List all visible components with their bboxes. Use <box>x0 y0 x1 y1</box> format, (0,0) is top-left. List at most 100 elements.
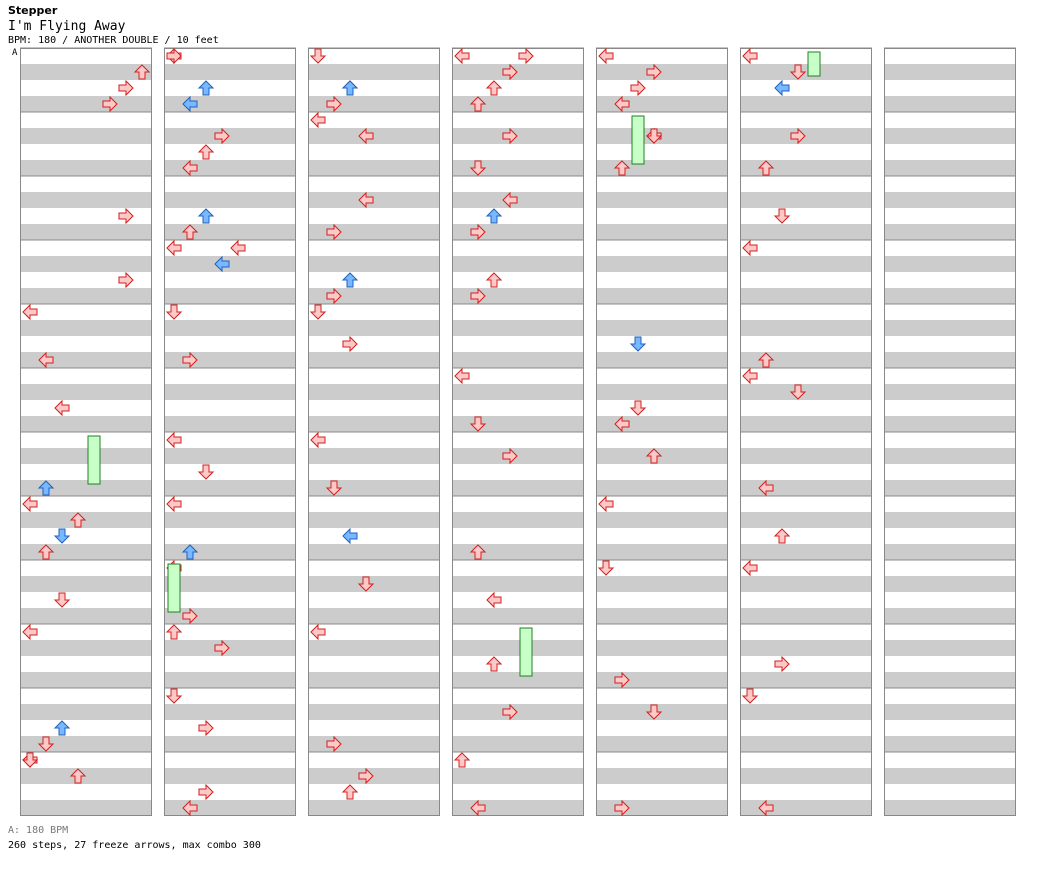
beat-stripe <box>308 720 440 736</box>
beat-stripe <box>20 352 152 368</box>
step-arrow <box>470 287 486 305</box>
beat-stripe <box>884 320 1016 336</box>
beat-stripe <box>20 256 152 272</box>
beat-stripe <box>740 608 872 624</box>
beat-stripe <box>164 704 296 720</box>
beat-stripe <box>884 400 1016 416</box>
column-border <box>308 48 440 816</box>
step-arrow <box>326 223 342 241</box>
beat-stripe <box>20 48 152 64</box>
column-border <box>740 48 872 816</box>
beat-stripe <box>884 368 1016 384</box>
beat-stripe <box>308 304 440 320</box>
beat-stripe <box>20 224 152 240</box>
step-arrow <box>197 208 215 224</box>
beat-stripe <box>308 192 440 208</box>
step-arrow <box>54 399 70 417</box>
beat-stripe <box>596 624 728 640</box>
beat-stripe <box>596 800 728 816</box>
beat-stripe <box>596 512 728 528</box>
beat-stripe <box>884 352 1016 368</box>
beat-stripe <box>740 384 872 400</box>
beat-stripe <box>452 384 584 400</box>
beat-stripe <box>20 96 152 112</box>
beat-stripe <box>884 800 1016 816</box>
beat-stripe <box>452 752 584 768</box>
beat-stripe <box>164 80 296 96</box>
beat-stripe <box>884 544 1016 560</box>
beat-stripe <box>308 384 440 400</box>
chart-column <box>452 47 584 816</box>
step-arrow <box>166 239 182 257</box>
step-arrow <box>485 656 503 672</box>
beat-stripe <box>20 192 152 208</box>
step-arrow <box>613 160 631 176</box>
beat-stripe <box>884 704 1016 720</box>
step-arrow <box>166 495 182 513</box>
beat-stripe <box>740 208 872 224</box>
beat-stripe <box>740 48 872 64</box>
step-arrow <box>310 111 326 129</box>
beat-stripe <box>452 688 584 704</box>
beat-stripe <box>20 336 152 352</box>
step-arrow <box>790 127 806 145</box>
step-arrow <box>757 352 775 368</box>
step-arrow <box>454 47 470 65</box>
step-arrow <box>597 560 615 576</box>
beat-stripe <box>164 592 296 608</box>
step-arrow <box>37 480 55 496</box>
beat-stripe <box>884 80 1016 96</box>
beat-stripe <box>164 480 296 496</box>
beat-stripe <box>740 480 872 496</box>
step-arrow <box>614 95 630 113</box>
beat-stripe <box>596 592 728 608</box>
beat-stripe <box>596 752 728 768</box>
beat-stripe <box>740 304 872 320</box>
beat-stripe <box>596 672 728 688</box>
beat-stripe <box>596 736 728 752</box>
beat-stripe <box>452 800 584 816</box>
beat-stripe <box>452 336 584 352</box>
column-border <box>20 48 152 816</box>
step-arrow <box>38 351 54 369</box>
step-arrow <box>742 47 758 65</box>
chart-column <box>164 47 296 816</box>
beat-stripe <box>884 448 1016 464</box>
beat-stripe <box>164 64 296 80</box>
beat-stripe <box>740 64 872 80</box>
step-arrow <box>341 272 359 288</box>
beat-stripe <box>452 352 584 368</box>
beat-stripe <box>596 128 728 144</box>
beat-stripe <box>884 720 1016 736</box>
step-arrow <box>774 655 790 673</box>
beat-stripe <box>884 464 1016 480</box>
beat-stripe <box>20 720 152 736</box>
step-arrow <box>502 63 518 81</box>
beat-stripe <box>308 496 440 512</box>
step-arrow <box>629 400 647 416</box>
app-title: Stepper <box>8 4 58 17</box>
beat-stripe <box>740 576 872 592</box>
beat-stripe <box>596 640 728 656</box>
chart-column <box>884 47 1016 816</box>
beat-stripe <box>740 736 872 752</box>
chart-column <box>596 47 728 816</box>
step-arrow <box>485 208 503 224</box>
beat-stripe <box>164 720 296 736</box>
step-arrow <box>469 544 487 560</box>
beat-stripe <box>308 336 440 352</box>
beat-stripe <box>596 192 728 208</box>
step-arrow <box>789 64 807 80</box>
beat-stripe <box>884 624 1016 640</box>
beat-stripe <box>452 144 584 160</box>
beat-stripe <box>20 320 152 336</box>
beat-stripe <box>20 784 152 800</box>
beat-stripe <box>164 416 296 432</box>
beat-stripe <box>596 176 728 192</box>
beat-stripe <box>308 512 440 528</box>
beat-stripe <box>740 640 872 656</box>
beat-stripe <box>740 352 872 368</box>
beat-stripe <box>740 720 872 736</box>
beat-stripe <box>452 272 584 288</box>
beat-stripe <box>452 640 584 656</box>
